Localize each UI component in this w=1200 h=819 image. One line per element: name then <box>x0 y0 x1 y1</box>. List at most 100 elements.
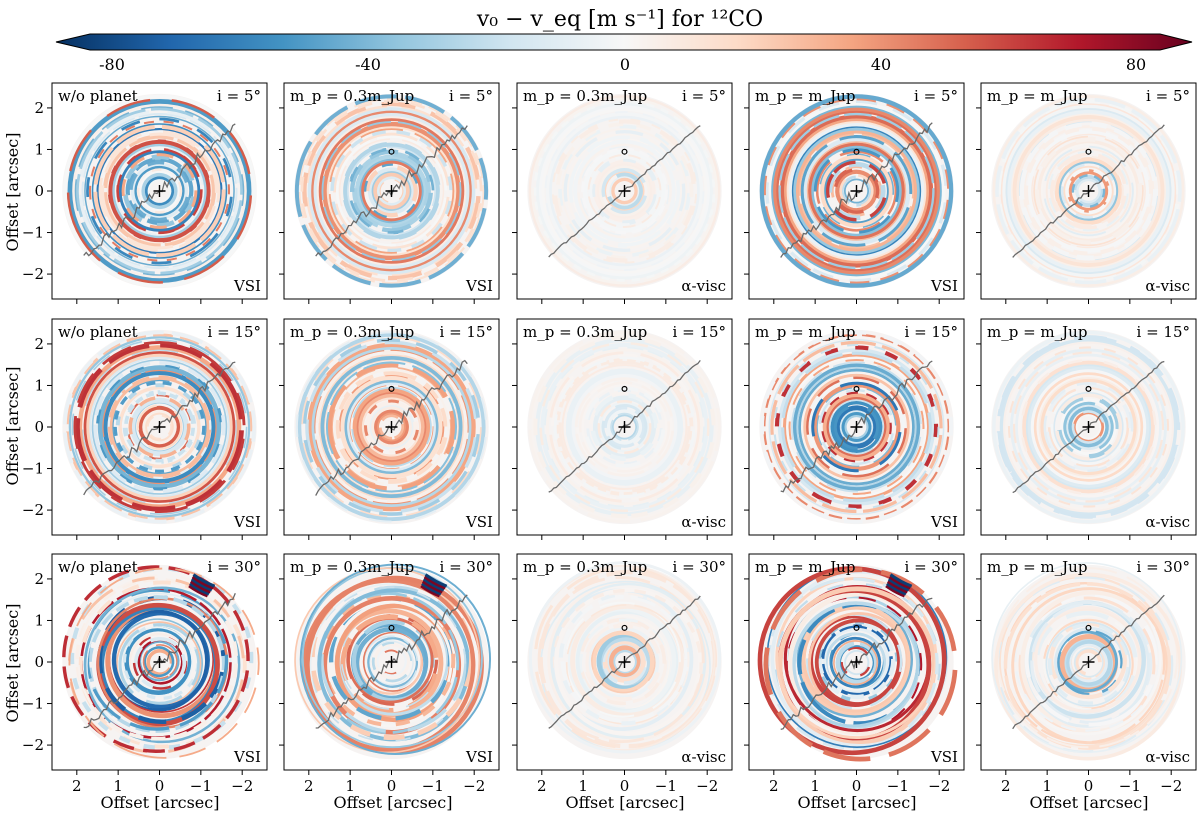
velocity-ring <box>334 370 449 484</box>
velocity-ring <box>581 384 668 470</box>
velocity-ring <box>128 396 191 458</box>
velocity-ring <box>376 645 407 677</box>
velocity-arc <box>190 577 213 592</box>
panel: m_p = 0.3m_Jup i = 30° α-visc 2 1 0 −1 −2 <box>512 553 733 795</box>
velocity-ring <box>301 567 483 749</box>
velocity-ring <box>583 623 662 702</box>
velocity-arc <box>189 582 210 596</box>
velocity-ring <box>806 613 903 710</box>
velocity-ring <box>96 602 220 727</box>
velocity-ring <box>611 177 638 205</box>
velocity-ring <box>535 102 714 280</box>
velocity-ring <box>1022 360 1155 494</box>
panel-inclination-label: i = 30° <box>673 558 727 576</box>
velocity-map <box>294 329 489 525</box>
velocity-ring <box>122 390 197 464</box>
velocity-ring <box>118 385 201 469</box>
velocity-ring <box>1074 649 1102 677</box>
velocity-ring <box>1072 174 1105 208</box>
velocity-ring <box>91 359 228 495</box>
panel-inclination-label: i = 15° <box>1137 323 1191 341</box>
star-marker <box>153 185 166 197</box>
velocity-map <box>527 329 722 525</box>
velocity-ring <box>777 586 937 746</box>
star-marker <box>1082 421 1095 433</box>
velocity-ring <box>65 333 254 521</box>
velocity-ring <box>770 105 943 277</box>
velocity-ring <box>333 132 450 250</box>
velocity-ring <box>331 366 452 488</box>
velocity-ring <box>800 371 913 483</box>
velocity-map <box>527 561 722 760</box>
velocity-ring <box>806 140 907 242</box>
velocity-arc <box>422 577 445 592</box>
velocity-ring <box>608 645 642 679</box>
velocity-ring <box>567 134 682 248</box>
velocity-ring <box>835 169 878 213</box>
velocity-arc <box>191 575 214 590</box>
velocity-ring <box>759 94 954 288</box>
velocity-ring <box>70 101 249 281</box>
velocity-ring <box>1042 380 1135 474</box>
panel-viscosity-label: α-visc <box>1145 748 1190 766</box>
velocity-ring <box>131 162 188 220</box>
velocity-arc <box>192 573 216 588</box>
velocity-arc <box>423 575 446 590</box>
velocity-ring <box>101 132 218 250</box>
velocity-ring <box>1060 398 1117 456</box>
x-axis-label: Offset [arcsec] <box>334 793 453 812</box>
star-marker <box>618 185 631 197</box>
velocity-ring <box>309 345 474 509</box>
velocity-ring <box>1057 395 1120 459</box>
velocity-ring <box>999 338 1178 516</box>
velocity-ring <box>101 369 218 485</box>
x-tick-label: −1 <box>1119 777 1141 795</box>
velocity-ring <box>146 177 173 205</box>
velocity-ring <box>1039 378 1138 476</box>
velocity-ring <box>598 401 651 453</box>
x-tick-label: −1 <box>190 777 212 795</box>
colorbar-ticks: -80 -40 0 40 80 <box>99 55 1146 74</box>
y-tick-label: 0 <box>34 182 44 200</box>
velocity-ring <box>93 360 226 494</box>
velocity-ring <box>1057 160 1120 222</box>
velocity-ring <box>312 111 471 271</box>
velocity-ring <box>601 403 648 451</box>
panel-viscosity-label: α-visc <box>681 748 726 766</box>
velocity-ring <box>1064 167 1113 215</box>
velocity-ring <box>798 132 915 250</box>
velocity-ring <box>810 380 903 474</box>
velocity-ring <box>378 649 404 675</box>
velocity-ring <box>555 122 694 260</box>
velocity-ring <box>67 99 252 283</box>
x-tick-label: 0 <box>387 777 397 795</box>
velocity-ring <box>1069 407 1108 447</box>
velocity-ring <box>1048 150 1129 232</box>
velocity-ring <box>1054 157 1123 225</box>
velocity-ring <box>808 378 905 476</box>
velocity-ring <box>779 350 934 504</box>
velocity-ring <box>121 388 198 466</box>
velocity-ring <box>838 408 875 446</box>
panel: m_p = m_Jup i = 30° VSI 2 1 0 −1 −2 <box>744 553 965 795</box>
velocity-arc <box>886 580 908 594</box>
velocity-ring <box>1019 121 1158 261</box>
velocity-ring <box>828 399 885 455</box>
velocity-ring <box>373 643 411 680</box>
velocity-ring <box>88 120 231 262</box>
velocity-ring <box>1002 105 1175 277</box>
velocity-ring <box>325 124 458 258</box>
panel-inclination-label: i = 15° <box>440 323 494 341</box>
colorbar-tick-label: 80 <box>1126 55 1146 74</box>
panel-viscosity-label: VSI <box>930 277 958 295</box>
velocity-ring <box>1033 135 1144 247</box>
velocity-ring <box>608 411 641 443</box>
velocity-ring <box>77 574 249 746</box>
star-marker <box>385 421 398 433</box>
velocity-ring <box>310 109 473 273</box>
velocity-ring <box>370 406 413 448</box>
panel: m_p = 0.3m_Jup i = 15° VSI <box>279 318 500 540</box>
velocity-ring <box>551 353 698 501</box>
star-marker <box>153 421 166 433</box>
y-tick-label: 2 <box>34 99 44 117</box>
